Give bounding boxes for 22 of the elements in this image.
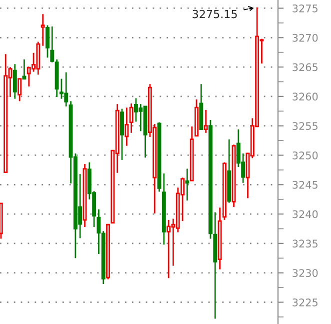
candlestick bbox=[12, 63, 17, 100]
candlestick bbox=[162, 172, 166, 246]
y-tick-label: 3245 bbox=[292, 180, 318, 189]
candlestick bbox=[40, 13, 45, 47]
annotation: 3275.15 bbox=[192, 10, 237, 18]
candlestick bbox=[204, 109, 208, 134]
y-tick-label: 3255 bbox=[292, 122, 318, 130]
y-tick-label: 3265 bbox=[292, 63, 318, 72]
y-tick-label: 3235 bbox=[292, 240, 318, 248]
y-tick-label: 3275 bbox=[292, 4, 318, 12]
y-tick-label: 3230 bbox=[292, 269, 318, 277]
candlestick bbox=[166, 219, 171, 279]
y-tick-label: 3225 bbox=[292, 298, 318, 306]
candlestick bbox=[213, 212, 218, 320]
y-tick-label: 3260 bbox=[292, 92, 318, 101]
candlestick bbox=[129, 102, 134, 134]
y-tick-label: 3270 bbox=[292, 34, 318, 42]
candlestick bbox=[124, 106, 129, 147]
y-tick-label: 3240 bbox=[292, 210, 318, 218]
candlestick bbox=[218, 206, 222, 270]
y-tick-label: 3250 bbox=[292, 151, 318, 160]
candlestick bbox=[185, 168, 190, 202]
